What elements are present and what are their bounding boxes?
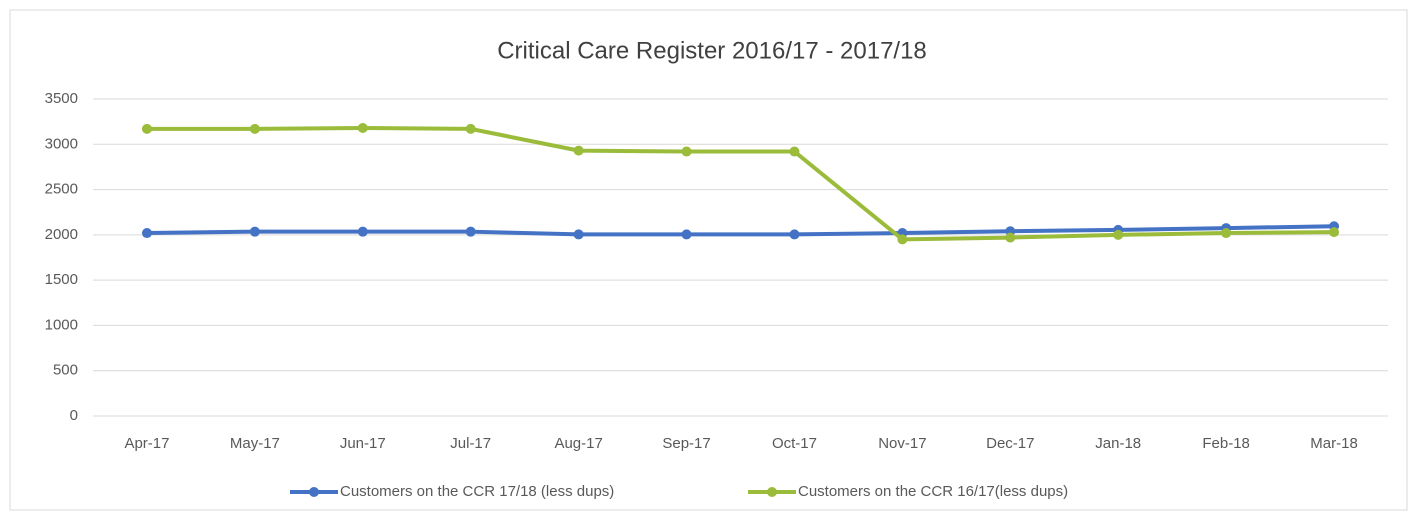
x-tick-label: Mar-18 bbox=[1310, 435, 1358, 452]
x-tick-label: Jan-18 bbox=[1095, 435, 1141, 452]
x-tick-label: Feb-18 bbox=[1202, 435, 1250, 452]
x-tick-label: May-17 bbox=[230, 435, 280, 452]
y-tick-label: 1000 bbox=[45, 316, 78, 333]
y-tick-label: 1500 bbox=[45, 271, 78, 288]
data-point bbox=[789, 146, 800, 157]
data-point bbox=[681, 146, 692, 157]
x-tick-label: Aug-17 bbox=[554, 435, 602, 452]
x-tick-label: Apr-17 bbox=[124, 435, 169, 452]
data-point bbox=[357, 122, 368, 133]
data-point bbox=[465, 123, 476, 134]
legend-label: Customers on the CCR 17/18 (less dups) bbox=[340, 483, 614, 500]
data-point bbox=[573, 229, 584, 240]
y-tick-label: 2000 bbox=[45, 226, 78, 243]
y-tick-label: 3500 bbox=[45, 90, 78, 107]
data-point bbox=[249, 123, 260, 134]
chart-border bbox=[9, 9, 1408, 511]
legend-marker bbox=[309, 487, 319, 497]
y-tick-label: 2500 bbox=[45, 181, 78, 198]
data-point bbox=[249, 226, 260, 237]
data-point bbox=[141, 123, 152, 134]
x-tick-label: Sep-17 bbox=[662, 435, 710, 452]
chart-title: Critical Care Register 2016/17 - 2017/18 bbox=[497, 37, 927, 64]
y-tick-label: 0 bbox=[70, 407, 78, 424]
data-point bbox=[681, 229, 692, 240]
y-tick-label: 500 bbox=[53, 362, 78, 379]
data-point bbox=[789, 229, 800, 240]
data-point bbox=[1329, 227, 1340, 238]
data-point bbox=[465, 226, 476, 237]
legend-label: Customers on the CCR 16/17(less dups) bbox=[798, 483, 1068, 500]
x-tick-label: Jun-17 bbox=[340, 435, 386, 452]
data-point bbox=[1113, 229, 1124, 240]
x-tick-label: Jul-17 bbox=[450, 435, 491, 452]
x-tick-label: Nov-17 bbox=[878, 435, 926, 452]
y-tick-label: 3000 bbox=[45, 135, 78, 152]
x-tick-label: Oct-17 bbox=[772, 435, 817, 452]
x-tick-label: Dec-17 bbox=[986, 435, 1034, 452]
data-point bbox=[357, 226, 368, 237]
data-point bbox=[897, 234, 908, 245]
data-point bbox=[573, 145, 584, 156]
series-line bbox=[146, 224, 1335, 237]
data-point bbox=[1005, 232, 1016, 243]
data-point bbox=[141, 228, 152, 239]
series-line bbox=[146, 125, 1335, 242]
data-point bbox=[1221, 228, 1232, 239]
legend-marker bbox=[767, 487, 777, 497]
